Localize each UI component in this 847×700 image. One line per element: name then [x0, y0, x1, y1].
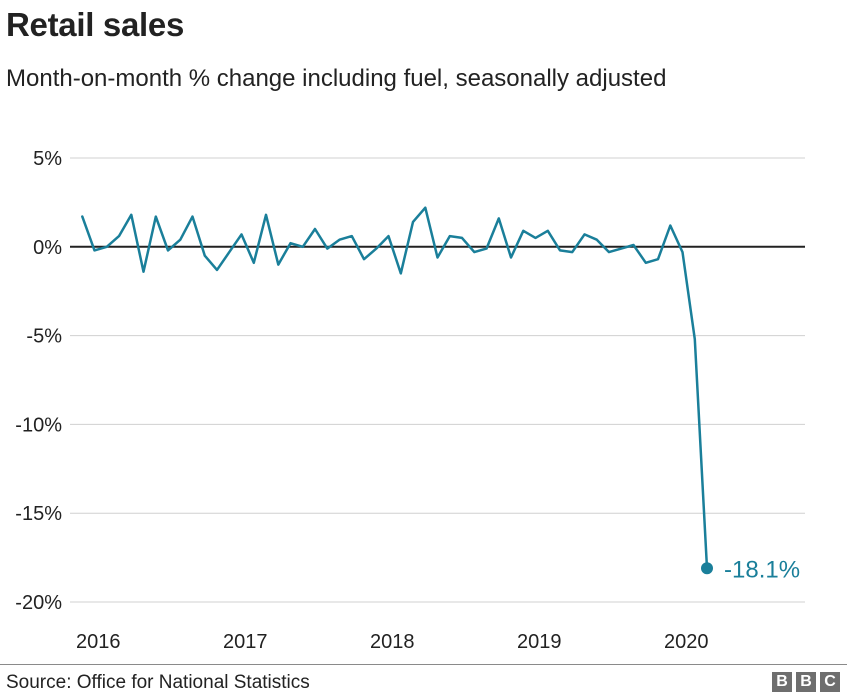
x-tick-label: 2020	[664, 631, 709, 653]
x-tick-label: 2016	[76, 631, 121, 653]
y-tick-label: -5%	[26, 326, 62, 348]
y-tick-label: -10%	[15, 414, 62, 436]
line-chart: 5% 0% -5% -10% -15% -20% 2016 2017 2018 2019 2020 -…	[15, 148, 805, 653]
chart-subtitle: Month-on-month % change including fuel, …	[6, 65, 667, 92]
x-tick-label: 2018	[370, 631, 415, 653]
y-tick-label: 5%	[33, 148, 62, 170]
bbc-logo: B B C	[772, 672, 840, 692]
highlight-point	[701, 562, 713, 575]
series-line	[81, 206, 709, 570]
x-tick-label: 2017	[223, 631, 268, 653]
data-label: -18.1%	[724, 556, 800, 583]
x-tick-label: 2019	[517, 631, 562, 653]
bbc-logo-letter: B	[772, 672, 792, 692]
y-tick-label: 0%	[33, 237, 62, 259]
footer-divider	[0, 664, 847, 665]
chart-title: Retail sales	[6, 6, 185, 43]
bbc-logo-letter: B	[796, 672, 816, 692]
y-tick-label: -20%	[15, 592, 62, 614]
source-note: Source: Office for National Statistics	[6, 672, 310, 693]
y-tick-label: -15%	[15, 503, 62, 525]
bbc-logo-letter: C	[820, 672, 840, 692]
